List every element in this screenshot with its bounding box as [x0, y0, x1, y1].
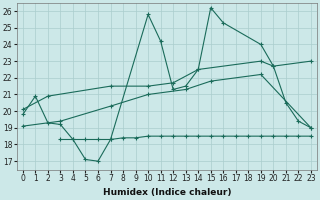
X-axis label: Humidex (Indice chaleur): Humidex (Indice chaleur): [103, 188, 231, 197]
